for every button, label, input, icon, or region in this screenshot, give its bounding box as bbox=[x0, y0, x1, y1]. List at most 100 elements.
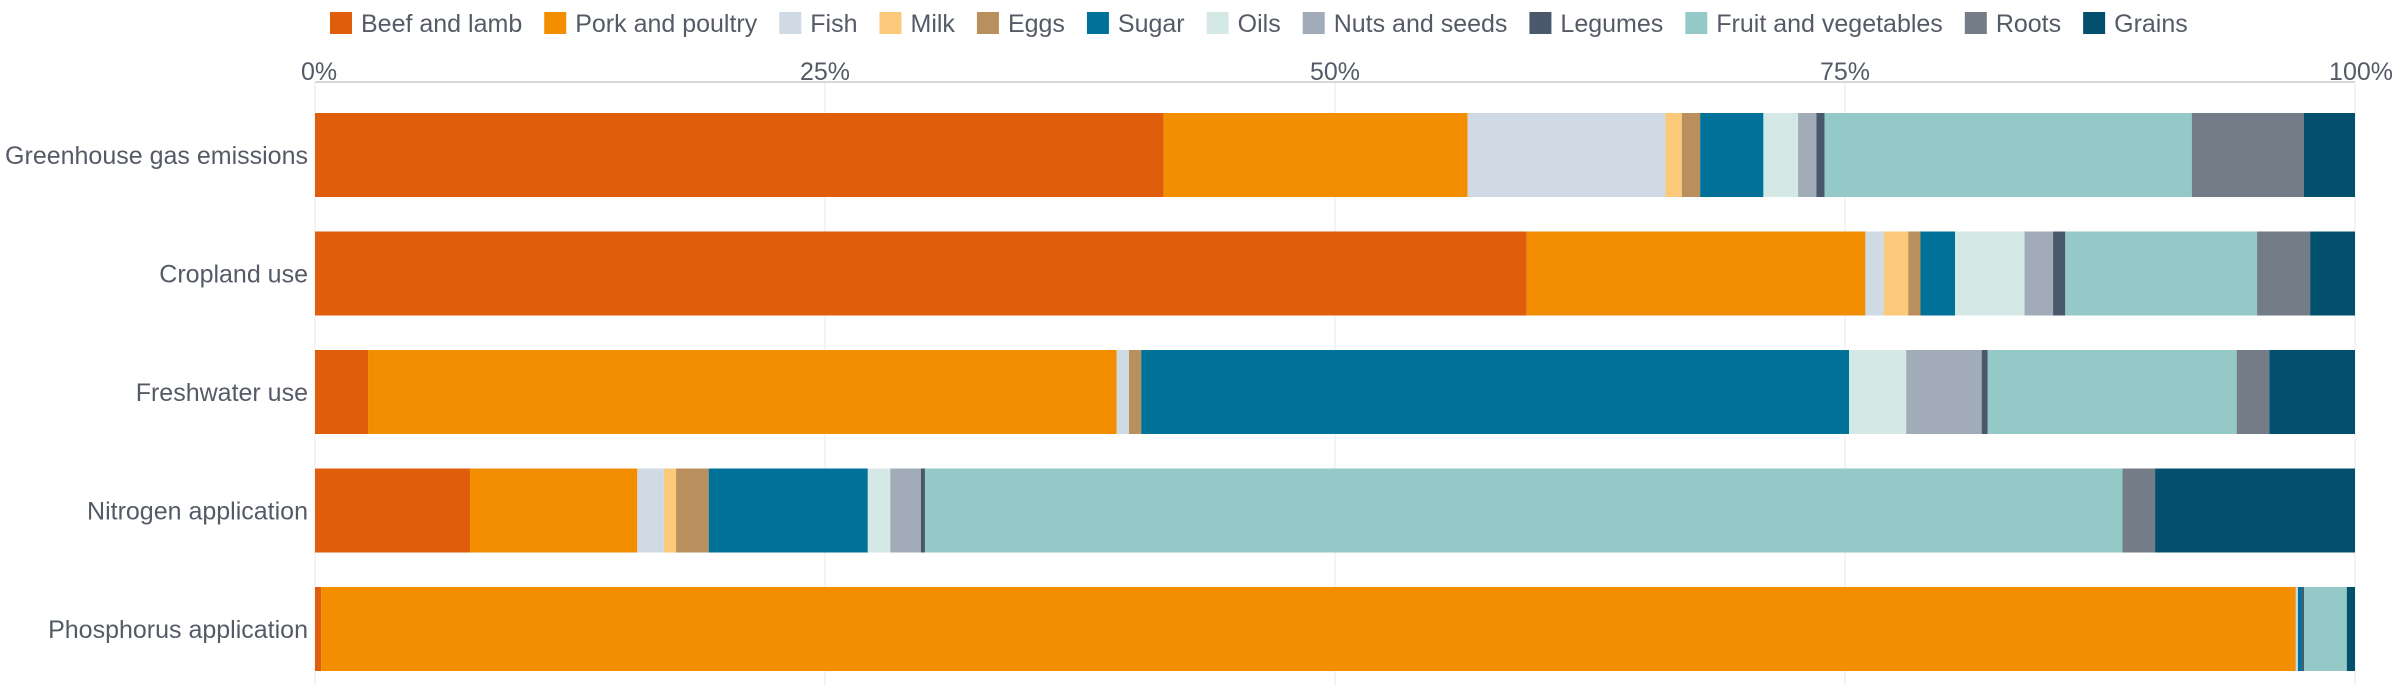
category-label: Cropland use bbox=[159, 261, 308, 289]
legend-label-sugar: Sugar bbox=[1118, 10, 1185, 38]
bar-segment-fruit-and-vegetables bbox=[1824, 113, 2192, 197]
bar-segment-nuts-and-seeds bbox=[1906, 350, 1982, 434]
legend-item-milk: Milk bbox=[879, 10, 956, 38]
bar-segment-legumes bbox=[1981, 350, 1988, 434]
legend-label-beef-and-lamb: Beef and lamb bbox=[361, 10, 522, 38]
chart-legend: Beef and lamb Pork and poultry Fish Milk Egg… bbox=[330, 10, 2188, 38]
bar-segment-grains bbox=[2310, 231, 2355, 316]
bar-row-nitrogen-application bbox=[315, 468, 2355, 553]
legend-item-fish: Fish bbox=[779, 10, 858, 38]
bar-segment-legumes bbox=[1816, 113, 1825, 197]
bar-segment-sugar bbox=[708, 468, 868, 553]
category-label: Phosphorus application bbox=[48, 616, 308, 644]
bar-segment-eggs bbox=[676, 468, 709, 553]
legend-label-legumes: Legumes bbox=[1560, 10, 1663, 38]
bar-segment-grains bbox=[2269, 350, 2355, 434]
bar-segment-roots bbox=[2122, 468, 2156, 553]
legend-label-pork-and-poultry: Pork and poultry bbox=[575, 10, 758, 38]
legend-label-oils: Oils bbox=[1238, 10, 1281, 38]
legend-label-grains: Grains bbox=[2114, 10, 2188, 38]
bar-segment-grains bbox=[2304, 113, 2355, 197]
bar-segment-fruit-and-vegetables bbox=[1987, 350, 2237, 434]
bar-row-greenhouse-gas-emissions bbox=[315, 113, 2355, 197]
x-axis: 0% 25% 50% 75% 100% bbox=[301, 58, 2393, 86]
bar-segment-fruit-and-vegetables bbox=[924, 468, 2123, 553]
bar-segment-fish bbox=[2295, 587, 2298, 671]
bar-segment-eggs bbox=[1681, 113, 1701, 197]
bar-row-freshwater-use bbox=[315, 350, 2355, 434]
y-axis-category-labels: Greenhouse gas emissions Cropland use Fres… bbox=[5, 142, 308, 644]
legend-item-eggs: Eggs bbox=[976, 10, 1065, 38]
bar-segment-eggs bbox=[1908, 231, 1921, 316]
bar-segment-fish bbox=[1467, 113, 1666, 197]
bar-segment-beef-and-lamb bbox=[315, 350, 369, 434]
legend-swatch-nuts-and-seeds bbox=[1302, 12, 1325, 34]
bar-segment-nuts-and-seeds bbox=[1798, 113, 1817, 197]
bar-segment-fruit-and-vegetables bbox=[2065, 231, 2258, 316]
bar-segment-milk bbox=[1883, 231, 1909, 316]
bar-segment-oils bbox=[867, 468, 891, 553]
bar-segment-roots bbox=[2236, 350, 2270, 434]
bar-segment-legumes bbox=[920, 468, 925, 553]
bar-segment-sugar bbox=[1700, 113, 1764, 197]
bar-segment-pork-and-poultry bbox=[1526, 231, 1866, 316]
bar-segment-oils bbox=[1849, 350, 1907, 434]
bar-segment-nuts-and-seeds bbox=[890, 468, 921, 553]
legend-item-sugar: Sugar bbox=[1086, 10, 1185, 38]
bar-segment-milk bbox=[663, 468, 677, 553]
legend-label-nuts-and-seeds: Nuts and seeds bbox=[1334, 10, 1508, 38]
bar-segment-sugar bbox=[2297, 587, 2302, 671]
category-label: Greenhouse gas emissions bbox=[5, 142, 308, 170]
legend-swatch-beef-and-lamb bbox=[330, 12, 352, 34]
legend-label-milk: Milk bbox=[911, 10, 956, 38]
bar-segment-pork-and-poultry bbox=[1163, 113, 1468, 197]
bar-segment-grains bbox=[2155, 468, 2355, 553]
bar-segment-fruit-and-vegetables bbox=[2304, 587, 2347, 671]
legend-swatch-roots bbox=[1964, 12, 1987, 34]
bar-segment-milk bbox=[1665, 113, 1682, 197]
bar-segment-pork-and-poultry bbox=[470, 468, 638, 553]
bar-segment-legumes bbox=[2053, 231, 2066, 316]
bar-segment-legumes bbox=[2301, 587, 2304, 671]
bar-segment-nuts-and-seeds bbox=[2024, 231, 2054, 316]
bar-segment-fish bbox=[1116, 350, 1129, 434]
bar-segment-sugar bbox=[1141, 350, 1850, 434]
bar-segment-beef-and-lamb bbox=[315, 468, 471, 553]
legend-item-roots: Roots bbox=[1964, 10, 2061, 38]
bar-segment-roots bbox=[2191, 113, 2304, 197]
legend-swatch-legumes bbox=[1529, 12, 1552, 34]
legend-swatch-pork-and-poultry bbox=[544, 12, 567, 34]
bar-segment-oils bbox=[1763, 113, 1799, 197]
legend-swatch-oils bbox=[1206, 12, 1229, 34]
bar-row-cropland-use bbox=[315, 231, 2355, 316]
legend-swatch-milk bbox=[879, 12, 902, 34]
category-label: Nitrogen application bbox=[87, 498, 308, 526]
legend-item-fruit-and-vegetables: Fruit and vegetables bbox=[1685, 10, 1943, 38]
legend-item-beef-and-lamb: Beef and lamb bbox=[330, 10, 522, 38]
legend-swatch-eggs bbox=[976, 12, 999, 34]
legend-item-grains: Grains bbox=[2083, 10, 2188, 38]
legend-swatch-fruit-and-vegetables bbox=[1685, 12, 1708, 34]
bar-segment-oils bbox=[1955, 231, 2025, 316]
bar-segment-beef-and-lamb bbox=[315, 231, 1527, 316]
bar-segment-fish bbox=[637, 468, 664, 553]
legend-swatch-fish bbox=[779, 12, 802, 34]
bar-row-phosphorus-application bbox=[315, 587, 2355, 671]
bar-segment-grains bbox=[2346, 587, 2355, 671]
category-label: Freshwater use bbox=[136, 379, 308, 407]
legend-item-pork-and-poultry: Pork and poultry bbox=[544, 10, 758, 38]
bar-segment-roots bbox=[2257, 231, 2311, 316]
legend-item-oils: Oils bbox=[1206, 10, 1281, 38]
bar-segment-pork-and-poultry bbox=[368, 350, 1117, 434]
legend-item-legumes: Legumes bbox=[1529, 10, 1663, 38]
legend-item-nuts-and-seeds: Nuts and seeds bbox=[1302, 10, 1508, 38]
legend-label-fruit-and-vegetables: Fruit and vegetables bbox=[1716, 10, 1943, 38]
bar-segment-eggs bbox=[1128, 350, 1142, 434]
legend-swatch-sugar bbox=[1086, 12, 1109, 34]
legend-swatch-grains bbox=[2083, 12, 2106, 34]
legend-label-roots: Roots bbox=[1996, 10, 2061, 38]
bar-segment-sugar bbox=[1920, 231, 1956, 316]
bar-segment-beef-and-lamb bbox=[315, 113, 1164, 197]
